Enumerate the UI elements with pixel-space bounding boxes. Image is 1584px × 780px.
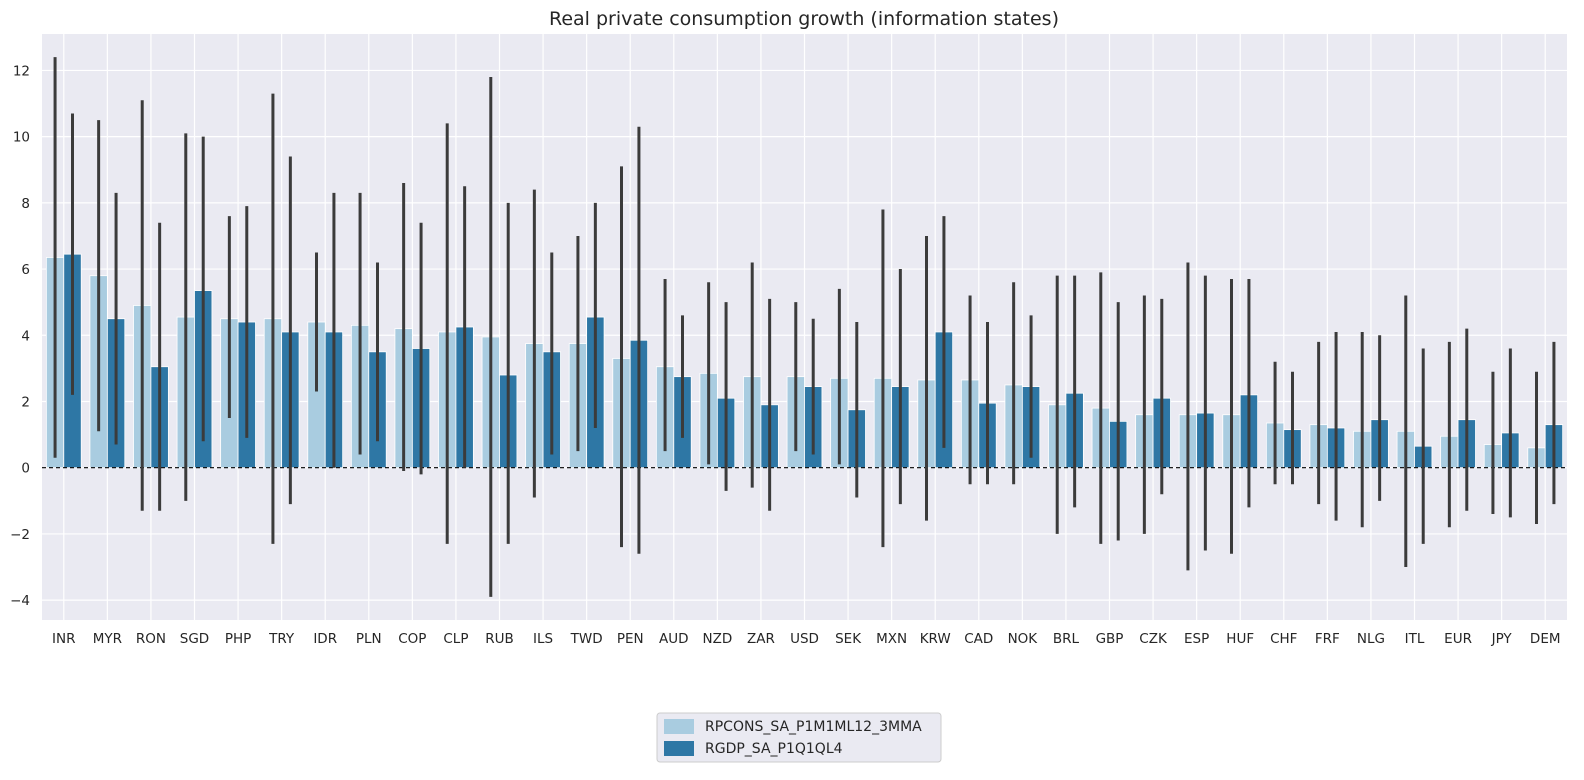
x-tick-label-czk: CZK xyxy=(1139,631,1168,647)
x-tick-label-ron: RON xyxy=(136,631,166,647)
x-tick-label-cad: CAD xyxy=(964,631,993,647)
x-tick-label-dem: DEM xyxy=(1530,631,1561,647)
x-tick-label-huf: HUF xyxy=(1226,631,1254,647)
y-tick-label: 10 xyxy=(13,130,30,146)
x-tick-label-nzd: NZD xyxy=(702,631,732,647)
y-tick-label: 4 xyxy=(21,328,30,344)
y-tick-label: 8 xyxy=(21,196,30,212)
x-tick-label-myr: MYR xyxy=(93,631,122,647)
x-tick-label-nlg: NLG xyxy=(1357,631,1385,647)
x-tick-label-chf: CHF xyxy=(1270,631,1297,647)
y-tick-label: 2 xyxy=(21,394,30,410)
x-tick-label-mxn: MXN xyxy=(876,631,907,647)
x-tick-label-twd: TWD xyxy=(570,631,603,647)
x-tick-label-brl: BRL xyxy=(1053,631,1080,647)
legend-label-series-2: RGDP_SA_P1Q1QL4 xyxy=(705,741,843,757)
legend: RPCONS_SA_P1M1ML12_3MMA RGDP_SA_P1Q1QL4 xyxy=(656,712,942,763)
x-tick-label-krw: KRW xyxy=(920,631,951,647)
x-tick-label-idr: IDR xyxy=(313,631,337,647)
x-tick-label-jpy: JPY xyxy=(1491,631,1513,647)
x-tick-label-zar: ZAR xyxy=(747,631,775,647)
x-tick-label-aud: AUD xyxy=(659,631,689,647)
y-tick-label: 0 xyxy=(21,461,30,477)
y-tick-label: −4 xyxy=(10,593,30,609)
x-tick-label-pen: PEN xyxy=(617,631,644,647)
x-tick-label-try: TRY xyxy=(268,631,295,647)
y-tick-label: 6 xyxy=(21,262,30,278)
y-tick-label: 12 xyxy=(13,63,30,79)
error-bars xyxy=(53,57,1556,597)
legend-frame xyxy=(656,712,942,763)
x-tick-label-sek: SEK xyxy=(835,631,862,647)
x-tick-label-ils: ILS xyxy=(533,631,553,647)
legend-swatch-series-2 xyxy=(664,741,694,756)
legend-label-series-1: RPCONS_SA_P1M1ML12_3MMA xyxy=(705,719,922,735)
x-tick-label-frf: FRF xyxy=(1315,631,1340,647)
x-tick-labels: INR MYR RON SGD PHP TRY IDR PLN COP CLP RUB ILS TWD P… xyxy=(52,631,1560,647)
x-tick-label-rub: RUB xyxy=(485,631,514,647)
x-tick-label-gbp: GBP xyxy=(1096,631,1124,647)
chart-title: Real private consumption growth (informa… xyxy=(549,8,1059,30)
x-tick-label-pln: PLN xyxy=(356,631,382,647)
x-tick-label-esp: ESP xyxy=(1184,631,1209,647)
legend-swatch-series-1 xyxy=(664,719,694,734)
x-tick-label-usd: USD xyxy=(790,631,819,647)
x-tick-label-inr: INR xyxy=(52,631,75,647)
y-tick-label: −2 xyxy=(10,527,30,543)
y-tick-labels: −4 −2 0 2 4 6 8 10 12 xyxy=(10,63,30,609)
x-tick-label-sgd: SGD xyxy=(180,631,209,647)
x-tick-label-php: PHP xyxy=(225,631,251,647)
x-tick-label-itl: ITL xyxy=(1405,631,1425,647)
x-tick-label-clp: CLP xyxy=(443,631,468,647)
x-tick-label-cop: COP xyxy=(398,631,426,647)
x-tick-label-nok: NOK xyxy=(1008,631,1039,647)
x-tick-label-eur: EUR xyxy=(1444,631,1472,647)
